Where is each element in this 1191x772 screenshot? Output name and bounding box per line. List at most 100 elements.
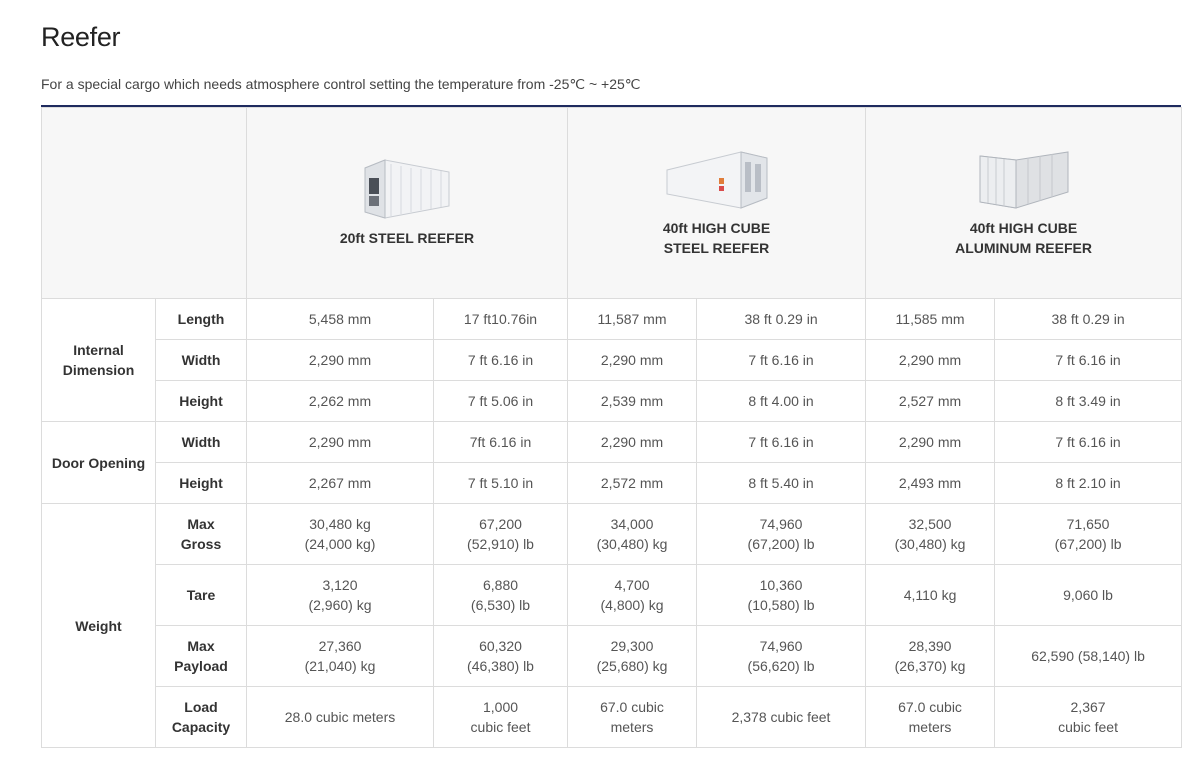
cell-line1: 6,880 bbox=[482, 577, 519, 593]
cell-value: 34,000 (30,480) kg bbox=[567, 503, 698, 565]
cell-value: 28,390 (26,370) kg bbox=[865, 625, 996, 687]
row-label-line1: Load bbox=[184, 699, 218, 715]
cell-value: 7 ft 6.16 in bbox=[432, 339, 569, 381]
cell-value: 27,360 (21,040) kg bbox=[246, 625, 434, 687]
cell-value: 38 ft 0.29 in bbox=[696, 298, 867, 340]
cell-value: 2,378 cubic feet bbox=[696, 686, 867, 748]
page-subtitle: For a special cargo which needs atmosphe… bbox=[41, 76, 641, 92]
cell-value: 74,960 (67,200) lb bbox=[696, 503, 867, 565]
cell-value: 38 ft 0.29 in bbox=[994, 298, 1183, 340]
cell-line2: (30,480) kg bbox=[596, 536, 668, 552]
product-name-line1: 20ft STEEL REEFER bbox=[339, 230, 475, 246]
cell-value: 7 ft 6.16 in bbox=[994, 339, 1183, 381]
cell-value: 74,960 (56,620) lb bbox=[696, 625, 867, 687]
cell-value: 30,480 kg (24,000 kg) bbox=[246, 503, 434, 565]
cell-value: 67,200 (52,910) lb bbox=[432, 503, 569, 565]
cell-line2: (56,620) lb bbox=[747, 658, 815, 674]
table-row: Weight Max Gross 30,480 kg (24,000 kg) 67,… bbox=[41, 503, 1183, 748]
reefer-spec-table: 20ft STEEL REEFER 40ft HIGH CUBE STEEL R… bbox=[41, 107, 1183, 748]
cell-line2: meters bbox=[908, 719, 952, 735]
row-label: Max Gross bbox=[155, 503, 247, 565]
product-header-40ft-aluminum: 40ft HIGH CUBE ALUMINUM REEFER bbox=[865, 107, 1183, 299]
cell-line2: cubic feet bbox=[1058, 719, 1118, 735]
product-name-line1: 40ft HIGH CUBE bbox=[662, 220, 771, 236]
product-name-line2: ALUMINUM REEFER bbox=[955, 240, 1092, 256]
cell-line2: (67,200) lb bbox=[1054, 536, 1122, 552]
row-label: Width bbox=[155, 421, 247, 463]
page-title: Reefer bbox=[41, 22, 121, 52]
cell-value: 2,290 mm bbox=[567, 421, 698, 463]
product-header-row: 20ft STEEL REEFER 40ft HIGH CUBE STEEL R… bbox=[41, 107, 1183, 299]
cell-value: 7 ft 5.10 in bbox=[432, 462, 569, 504]
category-internal-dimension: Internal Dimension bbox=[41, 298, 156, 422]
cell-line2: (67,200) lb bbox=[747, 536, 815, 552]
table-row: Internal Dimension Length 5,458 mm 17 ft… bbox=[41, 298, 1183, 422]
cell-line2: (24,000 kg) bbox=[304, 536, 376, 552]
reefer-20ft-container-image bbox=[364, 159, 450, 219]
cell-value: 7ft 6.16 in bbox=[432, 421, 569, 463]
cell-value: 2,290 mm bbox=[865, 421, 996, 463]
header-blank-cell bbox=[41, 107, 247, 299]
cell-value: 10,360 (10,580) lb bbox=[696, 564, 867, 626]
cell-value: 62,590 (58,140) lb bbox=[994, 625, 1183, 687]
table-row: Tare 3,120 (2,960) kg 6,880 (6,530) lb 4,7… bbox=[42, 564, 1183, 626]
title-divider bbox=[41, 105, 1181, 107]
cell-line2: (46,380) lb bbox=[467, 658, 534, 674]
cell-value: 2,290 mm bbox=[246, 339, 434, 381]
cell-value: 8 ft 4.00 in bbox=[696, 380, 867, 422]
row-label-line2: Gross bbox=[180, 536, 222, 552]
cell-value: 2,539 mm bbox=[567, 380, 698, 422]
row-label: Height bbox=[155, 380, 247, 422]
cell-value: 11,585 mm bbox=[865, 298, 996, 340]
cell-line1: 29,300 bbox=[610, 638, 654, 654]
cell-value: 8 ft 3.49 in bbox=[994, 380, 1183, 422]
product-name-line2: STEEL REEFER bbox=[663, 240, 770, 256]
cell-value: 7 ft 6.16 in bbox=[696, 421, 867, 463]
cell-line1: 3,120 bbox=[322, 577, 358, 593]
row-label-line2: Payload bbox=[174, 658, 228, 674]
cell-value: 67.0 cubic meters bbox=[865, 686, 996, 748]
row-label: Height bbox=[155, 462, 247, 504]
cell-value: 8 ft 5.40 in bbox=[696, 462, 867, 504]
row-label-line1: Max bbox=[187, 516, 215, 532]
cell-line2: (21,040) kg bbox=[304, 658, 376, 674]
cell-line2: (26,370) kg bbox=[894, 658, 966, 674]
row-label: Load Capacity bbox=[155, 686, 247, 748]
cell-line1: 67.0 cubic bbox=[600, 699, 664, 715]
cell-value: 17 ft10.76in bbox=[432, 298, 569, 340]
cell-value: 2,493 mm bbox=[865, 462, 996, 504]
cell-line1: 60,320 bbox=[479, 638, 522, 654]
cell-line1: 74,960 bbox=[759, 638, 803, 654]
cell-line1: 67,200 bbox=[479, 516, 522, 532]
cell-value: 7 ft 5.06 in bbox=[432, 380, 569, 422]
cell-line1: 1,000 bbox=[482, 699, 519, 715]
cell-line1: 2,367 bbox=[1070, 699, 1106, 715]
cell-value: 11,587 mm bbox=[567, 298, 698, 340]
cell-value: 7 ft 6.16 in bbox=[994, 421, 1183, 463]
table-row: Width 2,290 mm 7 ft 6.16 in 2,290 mm 7 f… bbox=[42, 339, 1183, 381]
category-label-line1: Internal bbox=[73, 342, 124, 358]
product-name-line1: 40ft HIGH CUBE bbox=[969, 220, 1078, 236]
cell-line1: 71,650 bbox=[1066, 516, 1110, 532]
cell-value: 8 ft 2.10 in bbox=[994, 462, 1183, 504]
cell-value: 60,320 (46,380) lb bbox=[432, 625, 569, 687]
cell-value: 2,290 mm bbox=[246, 421, 434, 463]
cell-value: 1,000 cubic feet bbox=[432, 686, 569, 748]
cell-value: 29,300 (25,680) kg bbox=[567, 625, 698, 687]
cell-value: 2,290 mm bbox=[567, 339, 698, 381]
cell-line2: (30,480) kg bbox=[894, 536, 966, 552]
cell-value: 7 ft 6.16 in bbox=[696, 339, 867, 381]
cell-value: 28.0 cubic meters bbox=[246, 686, 434, 748]
cell-value: 2,290 mm bbox=[865, 339, 996, 381]
table-row: Door Opening Width 2,290 mm 7ft 6.16 in … bbox=[41, 421, 1183, 504]
cell-value: 2,367 cubic feet bbox=[994, 686, 1183, 748]
cell-line1: 30,480 kg bbox=[309, 516, 371, 532]
cell-value: 2,267 mm bbox=[246, 462, 434, 504]
cell-line1: 28,390 bbox=[908, 638, 952, 654]
cell-value: 2,572 mm bbox=[567, 462, 698, 504]
row-label-line1: Max bbox=[187, 638, 215, 654]
cell-line2: (52,910) lb bbox=[467, 536, 534, 552]
cell-value: 2,527 mm bbox=[865, 380, 996, 422]
table-row: Height 2,262 mm 7 ft 5.06 in 2,539 mm 8 … bbox=[42, 380, 1183, 422]
